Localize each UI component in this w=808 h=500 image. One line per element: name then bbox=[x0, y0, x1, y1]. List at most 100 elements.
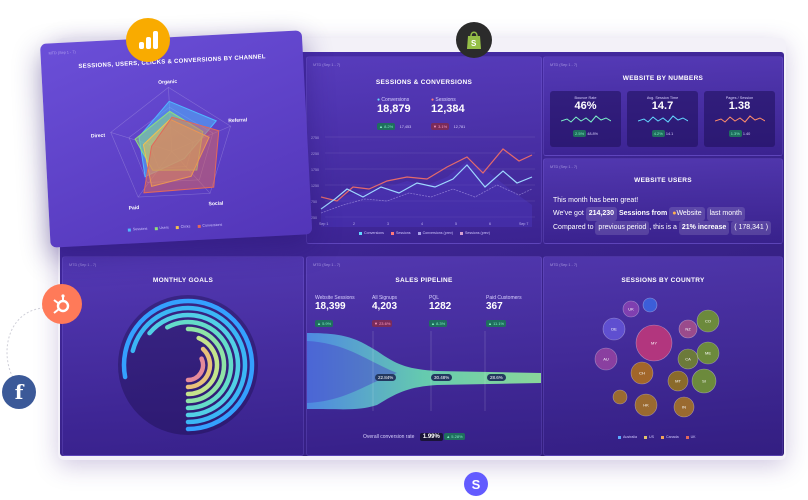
radar-series-conversions bbox=[143, 116, 220, 194]
kpi-sessions: ● Sessions 12,384 ▼ 3.1% 12,781 bbox=[431, 97, 465, 133]
period-chip[interactable]: last month bbox=[706, 207, 745, 221]
country-bubble[interactable] bbox=[677, 348, 699, 370]
overall-conversion: Overall conversion rate 1.99% ▲ 5.28% bbox=[363, 433, 465, 441]
legend-item[interactable]: Australia bbox=[618, 435, 637, 439]
x-tick: 3 bbox=[387, 222, 389, 226]
axis-label: Paid bbox=[129, 205, 140, 212]
metric-previous: 1.40 bbox=[742, 132, 751, 136]
shopping-bag-icon: S bbox=[467, 31, 481, 49]
connector-curve bbox=[6, 307, 45, 381]
previous-value-chip: ( 178,341 ) bbox=[731, 221, 772, 235]
stage-badge: ▲ 11.1% bbox=[486, 320, 507, 327]
summary-line-2: We've got 214,230 Sessions from ●Website… bbox=[553, 207, 781, 221]
stage-badge: ▼ 23.6% bbox=[372, 320, 393, 327]
goal-ring[interactable] bbox=[121, 298, 255, 432]
panel-title: SESSIONS & CONVERSIONS bbox=[375, 79, 473, 86]
country-bubble[interactable] bbox=[673, 396, 695, 418]
legend-item[interactable]: Clicks bbox=[175, 224, 190, 229]
country-bubble[interactable] bbox=[594, 347, 618, 371]
conversions-line bbox=[320, 164, 533, 210]
country-bubble[interactable] bbox=[696, 341, 720, 365]
legend-item[interactable]: US bbox=[643, 435, 654, 439]
panel-title: WEBSITE USERS bbox=[634, 177, 692, 184]
kpi-label: ● Conversions bbox=[377, 97, 410, 103]
kpi-conversions: ● Conversions 18,879 ▲ 8.2% 17,453 bbox=[377, 97, 411, 133]
date-range-label[interactable]: MTD (Sep 1 - 7) bbox=[313, 263, 341, 267]
x-tick: 5 bbox=[455, 222, 457, 226]
analytics-bars-icon bbox=[139, 31, 158, 49]
goal-ring[interactable] bbox=[130, 305, 248, 425]
legend-item[interactable]: Conversions bbox=[197, 223, 222, 228]
legend-item[interactable]: Sessions (prev) bbox=[459, 231, 490, 235]
country-bubble[interactable] bbox=[691, 368, 717, 394]
country-code-label: NZ bbox=[685, 327, 691, 332]
legend-item[interactable]: UK bbox=[685, 435, 696, 439]
rate-pill: 22.84% bbox=[375, 374, 397, 381]
date-range-label[interactable]: MTD (Sep 1 - 7) bbox=[48, 50, 76, 56]
country-bubble[interactable] bbox=[678, 319, 698, 339]
legend-item[interactable]: Conversions (prev) bbox=[417, 231, 453, 235]
stage-label: PQL bbox=[429, 295, 440, 301]
x-tick: 6 bbox=[489, 222, 491, 226]
goal-ring[interactable] bbox=[185, 346, 213, 390]
hubspot-logo[interactable] bbox=[42, 284, 82, 324]
country-code-label: MY bbox=[651, 341, 657, 346]
goal-ring[interactable] bbox=[185, 326, 227, 404]
rate-pill: 30.48% bbox=[431, 374, 453, 381]
metric-sparkline bbox=[637, 115, 688, 123]
y-tick: 2750 bbox=[311, 136, 319, 140]
country-bubble[interactable] bbox=[667, 370, 689, 392]
stage-value: 18,399 bbox=[315, 301, 346, 312]
x-tick: 2 bbox=[353, 222, 355, 226]
country-bubble[interactable] bbox=[642, 297, 658, 313]
website-numbers-panel: MTD (Sep 1 - 7) WEBSITE BY NUMBERS Bounc… bbox=[543, 56, 783, 156]
country-bubble[interactable] bbox=[622, 300, 640, 318]
panel-title: MONTHLY GOALS bbox=[152, 277, 214, 284]
country-bubble[interactable] bbox=[612, 389, 628, 405]
country-bubble[interactable] bbox=[696, 309, 720, 333]
panel-title: SESSIONS, USERS, CLICKS & CONVERSIONS BY… bbox=[78, 54, 266, 71]
legend-item[interactable]: Canada bbox=[660, 435, 679, 439]
goals-radial-chart bbox=[118, 295, 258, 435]
country-bubble[interactable] bbox=[634, 393, 658, 417]
goal-ring[interactable] bbox=[165, 319, 234, 411]
goal-ring[interactable] bbox=[185, 356, 206, 383]
sessions-line-chart: 2750 2250 1750 1250 750 250 Sep 1 2 3 4 … bbox=[311, 136, 535, 227]
country-bubble[interactable] bbox=[630, 361, 654, 385]
facebook-logo[interactable]: f bbox=[2, 375, 36, 409]
legend-item[interactable]: Conversions bbox=[359, 231, 384, 235]
legend-item[interactable]: Sessions bbox=[127, 227, 148, 232]
panel-title: SALES PIPELINE bbox=[395, 277, 453, 284]
country-bubble[interactable] bbox=[635, 324, 673, 362]
comparison-chip[interactable]: previous period bbox=[595, 221, 650, 235]
date-range-label[interactable]: MTD (Sep 1 - 7) bbox=[313, 63, 341, 67]
kpi-badge: ▲ 8.2% bbox=[377, 123, 396, 130]
shopify-logo[interactable]: S bbox=[456, 22, 492, 58]
stripe-logo[interactable]: S bbox=[464, 472, 488, 496]
goal-ring[interactable] bbox=[185, 335, 220, 397]
legend-item[interactable]: Sessions bbox=[390, 231, 411, 235]
country-code-label: IN bbox=[682, 405, 686, 410]
date-range-label[interactable]: MTD (Sep 1 - 7) bbox=[550, 263, 578, 267]
country-bubble[interactable] bbox=[602, 317, 626, 341]
date-range-label[interactable]: MTD (Sep 1 - 7) bbox=[550, 165, 578, 169]
country-code-label: DE bbox=[611, 327, 617, 332]
stage-label: Paid Customers bbox=[486, 295, 522, 301]
legend-item[interactable]: Users bbox=[154, 226, 169, 231]
monthly-goals-panel: MTD (Sep 1 - 7) MONTHLY GOALS bbox=[62, 256, 304, 456]
metric-label: Bounce Rate bbox=[574, 96, 597, 100]
metric-card: Bounce Rate 46% 2.5% 48.8% bbox=[550, 91, 621, 147]
metric-label: Pages / Session bbox=[725, 96, 754, 100]
summary-line-1: This month has been great! bbox=[553, 197, 639, 204]
date-range-label[interactable]: MTD (Sep 1 - 7) bbox=[550, 63, 578, 67]
date-range-label[interactable]: MTD (Sep 1 - 7) bbox=[69, 263, 97, 267]
google-analytics-logo[interactable] bbox=[126, 18, 170, 62]
x-tick: 4 bbox=[421, 222, 423, 226]
pipeline-stage: All Signups 4,203 ▼ 23.6% bbox=[372, 295, 397, 330]
goal-ring[interactable] bbox=[147, 312, 241, 418]
source-chip[interactable]: ●Website bbox=[669, 207, 705, 221]
stage-badge: ▲ 8.3% bbox=[429, 320, 448, 327]
kpi-value: 12,384 bbox=[431, 103, 465, 115]
metric-badge: 1.3% bbox=[728, 130, 742, 137]
kpi-previous: 17,453 bbox=[399, 125, 412, 129]
